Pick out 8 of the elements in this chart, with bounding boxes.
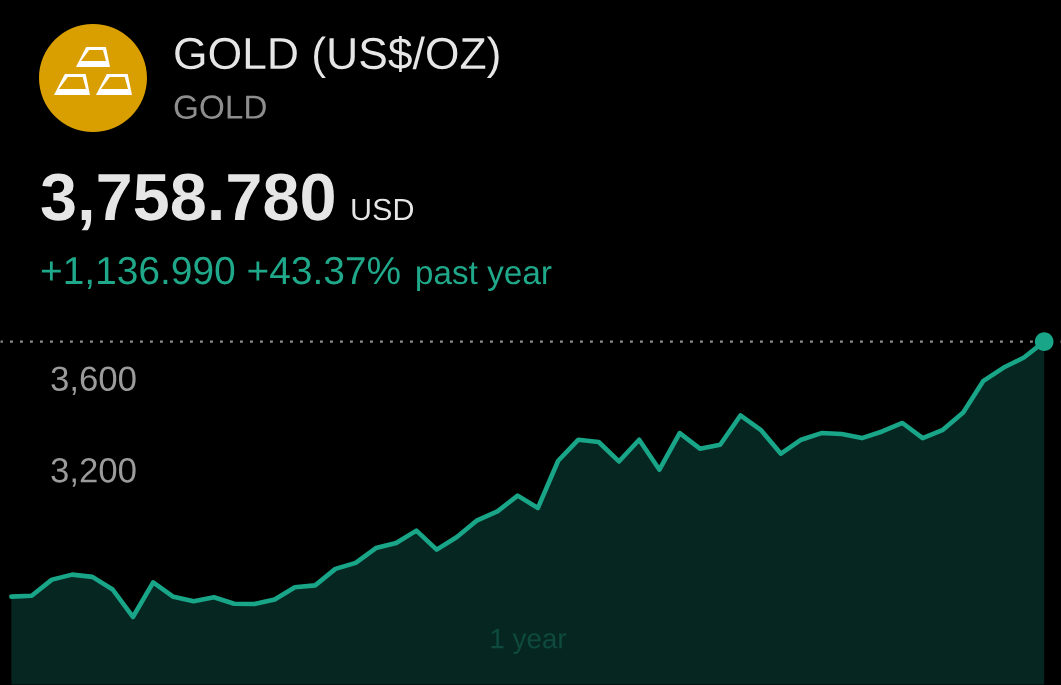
text: +1,136.990 +43.37% bbox=[41, 256, 400, 289]
y-tick-label: 3,200 bbox=[51, 458, 136, 487]
text: past year bbox=[417, 262, 552, 291]
chart-subtitle: GOLD bbox=[174, 95, 266, 119]
text: USD bbox=[352, 198, 414, 221]
text: 3,758.780 bbox=[41, 173, 334, 231]
y-tick-label: 3,600 bbox=[51, 366, 136, 396]
chart-title: GOLD (US$/OZ) bbox=[175, 35, 499, 79]
